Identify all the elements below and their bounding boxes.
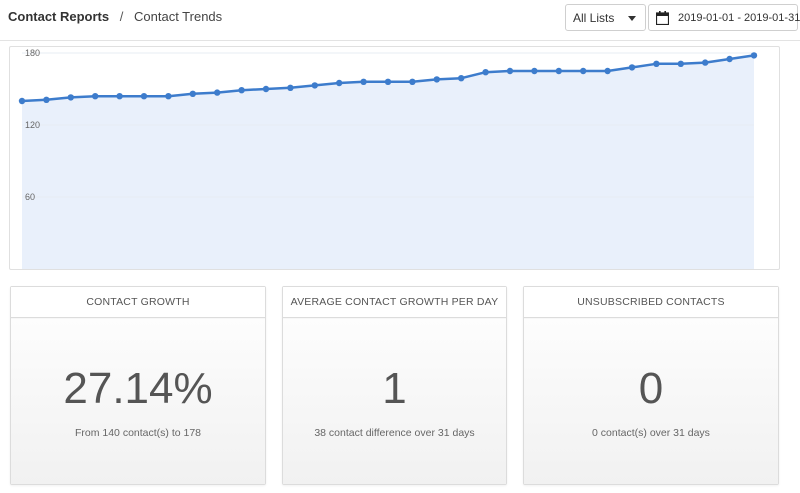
chart-data-point bbox=[482, 69, 489, 76]
chart-data-point bbox=[262, 85, 270, 93]
average-growth-title: AVERAGE CONTACT GROWTH PER DAY bbox=[283, 287, 506, 318]
breadcrumb-contact-trends: Contact Trends bbox=[134, 9, 223, 24]
date-range-picker[interactable]: 2019-01-01 - 2019-01-31 bbox=[648, 4, 800, 31]
chart-data-point bbox=[628, 64, 636, 71]
chart-data-point bbox=[92, 93, 99, 100]
chart-data-point bbox=[580, 67, 587, 75]
chart-data-point bbox=[653, 60, 660, 67]
chart-data-point bbox=[43, 96, 50, 103]
contact-growth-title: CONTACT GROWTH bbox=[11, 287, 265, 318]
chart-data-point bbox=[726, 55, 733, 63]
chart-data-point bbox=[531, 67, 538, 75]
breadcrumb-contact-reports[interactable]: Contact Reports bbox=[8, 9, 110, 24]
chart-data-point bbox=[409, 78, 416, 85]
average-growth-value: 1 bbox=[382, 364, 407, 413]
top-bar: Contact Reports / Contact Trends All Lis… bbox=[0, 0, 800, 41]
unsubscribed-card: UNSUBSCRIBED CONTACTS 0 0 contact(s) ove… bbox=[523, 286, 779, 485]
chart-data-point bbox=[555, 67, 562, 75]
unsubscribed-subtitle: 0 contact(s) over 31 days bbox=[592, 427, 710, 439]
chart-data-point bbox=[433, 76, 440, 83]
unsubscribed-value: 0 bbox=[638, 364, 664, 413]
contact-growth-value: 27.14% bbox=[63, 364, 213, 413]
caret-down-icon bbox=[628, 16, 636, 21]
chart-data-point bbox=[750, 52, 758, 59]
chart-data-point bbox=[67, 94, 74, 101]
y-tick-label: 60 bbox=[25, 192, 35, 202]
chart-area-fill bbox=[22, 55, 754, 269]
chart-data-point bbox=[360, 78, 367, 85]
chart-data-point bbox=[116, 93, 123, 100]
contact-trend-chart: 60 120 180 bbox=[9, 46, 780, 270]
chart-data-point bbox=[18, 97, 26, 105]
chart-data-point bbox=[189, 90, 196, 97]
contact-trend-chart-svg: 60 120 180 bbox=[18, 48, 758, 269]
list-filter-select[interactable]: All Lists bbox=[565, 4, 646, 31]
chart-data-point bbox=[238, 87, 245, 94]
breadcrumb-separator: / bbox=[119, 9, 124, 24]
chart-data-point bbox=[140, 93, 148, 100]
calendar-icon bbox=[656, 11, 669, 25]
y-tick-label: 180 bbox=[25, 48, 40, 58]
chart-data-point bbox=[336, 79, 343, 87]
average-growth-body: 1 38 contact difference over 31 days bbox=[283, 319, 506, 484]
contact-growth-card: CONTACT GROWTH 27.14% From 140 contact(s… bbox=[10, 286, 266, 485]
chart-data-point bbox=[287, 84, 294, 91]
y-tick-label: 120 bbox=[25, 120, 40, 130]
chart-data-point bbox=[165, 93, 172, 100]
chart-data-point bbox=[604, 67, 611, 75]
average-growth-subtitle: 38 contact difference over 31 days bbox=[314, 427, 475, 439]
breadcrumb: Contact Reports / Contact Trends bbox=[8, 9, 222, 24]
unsubscribed-title: UNSUBSCRIBED CONTACTS bbox=[524, 287, 778, 318]
average-growth-card: AVERAGE CONTACT GROWTH PER DAY 1 38 cont… bbox=[282, 286, 507, 485]
chart-data-point bbox=[677, 60, 684, 67]
date-range-value: 2019-01-01 - 2019-01-31 bbox=[678, 12, 800, 24]
chart-data-point bbox=[458, 75, 465, 82]
chart-data-point bbox=[702, 59, 709, 66]
chart-data-point bbox=[311, 82, 318, 89]
unsubscribed-body: 0 0 contact(s) over 31 days bbox=[524, 319, 778, 484]
contact-growth-body: 27.14% From 140 contact(s) to 178 bbox=[11, 319, 265, 484]
contact-growth-subtitle: From 140 contact(s) to 178 bbox=[74, 427, 202, 439]
list-filter-value: All Lists bbox=[573, 11, 615, 25]
chart-data-point bbox=[384, 78, 392, 85]
chart-data-point bbox=[214, 89, 221, 96]
chart-data-point bbox=[506, 67, 514, 75]
